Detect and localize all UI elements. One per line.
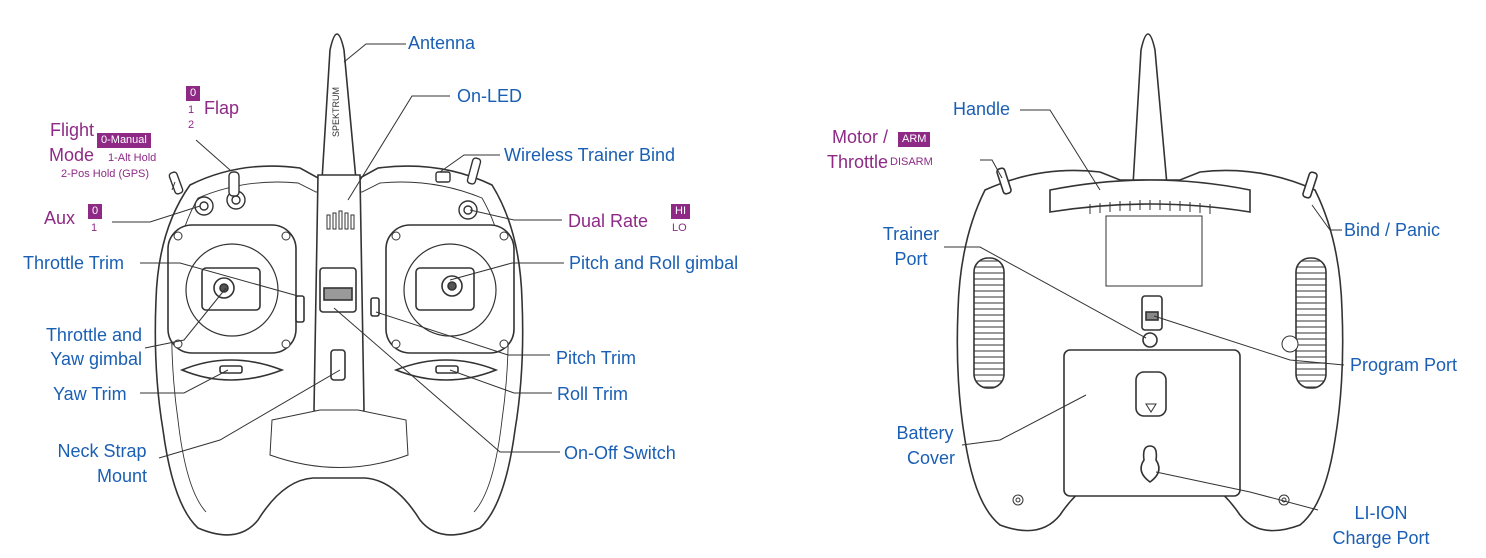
label-throttle-trim: Throttle Trim xyxy=(23,253,125,273)
label-pitch-roll-gimbal: Pitch and Roll gimbal xyxy=(569,253,739,273)
flight-mode-2: 2-Pos Hold (GPS) xyxy=(61,168,150,180)
dual-rate-hi: HI xyxy=(671,204,690,220)
battery-cover-latch xyxy=(1135,371,1167,417)
flight-mode-0: 0-Manual xyxy=(97,133,151,149)
label-throttle-yaw-gimbal-line2: Yaw gimbal xyxy=(50,349,142,369)
label-wireless-trainer-bind: Wireless Trainer Bind xyxy=(504,145,676,165)
throttle-trim[interactable] xyxy=(295,295,305,323)
flap-position-1: 1 xyxy=(188,104,195,116)
label-dual-rate: Dual Rate xyxy=(568,211,649,231)
label-yaw-trim: Yaw Trim xyxy=(53,384,127,404)
front-leader-lines xyxy=(112,43,564,459)
label-neck-strap-line2: Mount xyxy=(96,466,148,486)
flight-mode-1: 1-Alt Hold xyxy=(108,152,157,164)
label-on-led: On-LED xyxy=(457,86,523,106)
motor-arm: ARM xyxy=(898,132,931,148)
back-transmitter xyxy=(956,33,1344,532)
right-grill xyxy=(1295,257,1327,389)
label-on-off-switch: On-Off Switch xyxy=(564,443,676,463)
brand-text: SPEKTRUM xyxy=(331,87,341,137)
label-bind-panic: Bind / Panic xyxy=(1344,220,1441,240)
wireless-trainer-bind-button xyxy=(435,171,451,183)
bind-panic-switch[interactable] xyxy=(1302,171,1318,199)
flap-position-2: 2 xyxy=(188,119,195,131)
neck-strap-mount xyxy=(330,349,346,381)
flap-position-0: 0 xyxy=(186,86,201,102)
label-flight-mode-line2: Mode xyxy=(48,145,94,165)
label-motor-throttle-line1: Motor / xyxy=(831,127,888,147)
label-flight-mode-line1: Flight xyxy=(49,120,94,140)
label-charge-port-line2: Charge Port xyxy=(1332,528,1430,548)
label-roll-trim: Roll Trim xyxy=(557,384,628,404)
front-transmitter: SPEKTRUM xyxy=(154,33,524,536)
label-antenna: Antenna xyxy=(408,33,476,53)
back-antenna xyxy=(1132,33,1168,186)
label-neck-strap-line1: Neck Strap xyxy=(57,441,147,461)
aux-position-0: 0 xyxy=(88,204,103,220)
front-grip-panel xyxy=(269,409,409,468)
label-trainer-port-line2: Port xyxy=(894,249,928,269)
trainer-port[interactable] xyxy=(1142,332,1158,348)
flight-mode-switch xyxy=(168,171,184,195)
label-battery-cover-line1: Battery xyxy=(896,423,954,443)
label-flap: Flap xyxy=(204,98,240,118)
battery-cover[interactable] xyxy=(1063,349,1241,497)
left-grill xyxy=(973,257,1005,389)
label-battery-cover-line2: Cover xyxy=(906,448,955,468)
label-motor-throttle-line2: Throttle xyxy=(826,152,888,172)
aux-position-1: 1 xyxy=(91,222,98,234)
label-pitch-trim: Pitch Trim xyxy=(556,348,637,368)
li-ion-charge-port[interactable] xyxy=(1140,445,1160,483)
label-aux: Aux xyxy=(44,208,76,228)
on-led-indicator xyxy=(326,210,355,230)
front-antenna xyxy=(321,33,357,181)
label-throttle-yaw-gimbal-line1: Throttle and xyxy=(45,325,142,345)
dual-rate-lo: LO xyxy=(672,222,687,234)
motor-disarm: DISARM xyxy=(890,156,933,168)
pitch-trim[interactable] xyxy=(370,297,380,317)
label-program-port: Program Port xyxy=(1350,355,1458,375)
label-trainer-port-line1: Trainer xyxy=(882,224,940,244)
label-charge-port-line1: LI-ION xyxy=(1354,503,1408,523)
label-handle: Handle xyxy=(953,99,1011,119)
back-leader-lines xyxy=(944,109,1345,511)
